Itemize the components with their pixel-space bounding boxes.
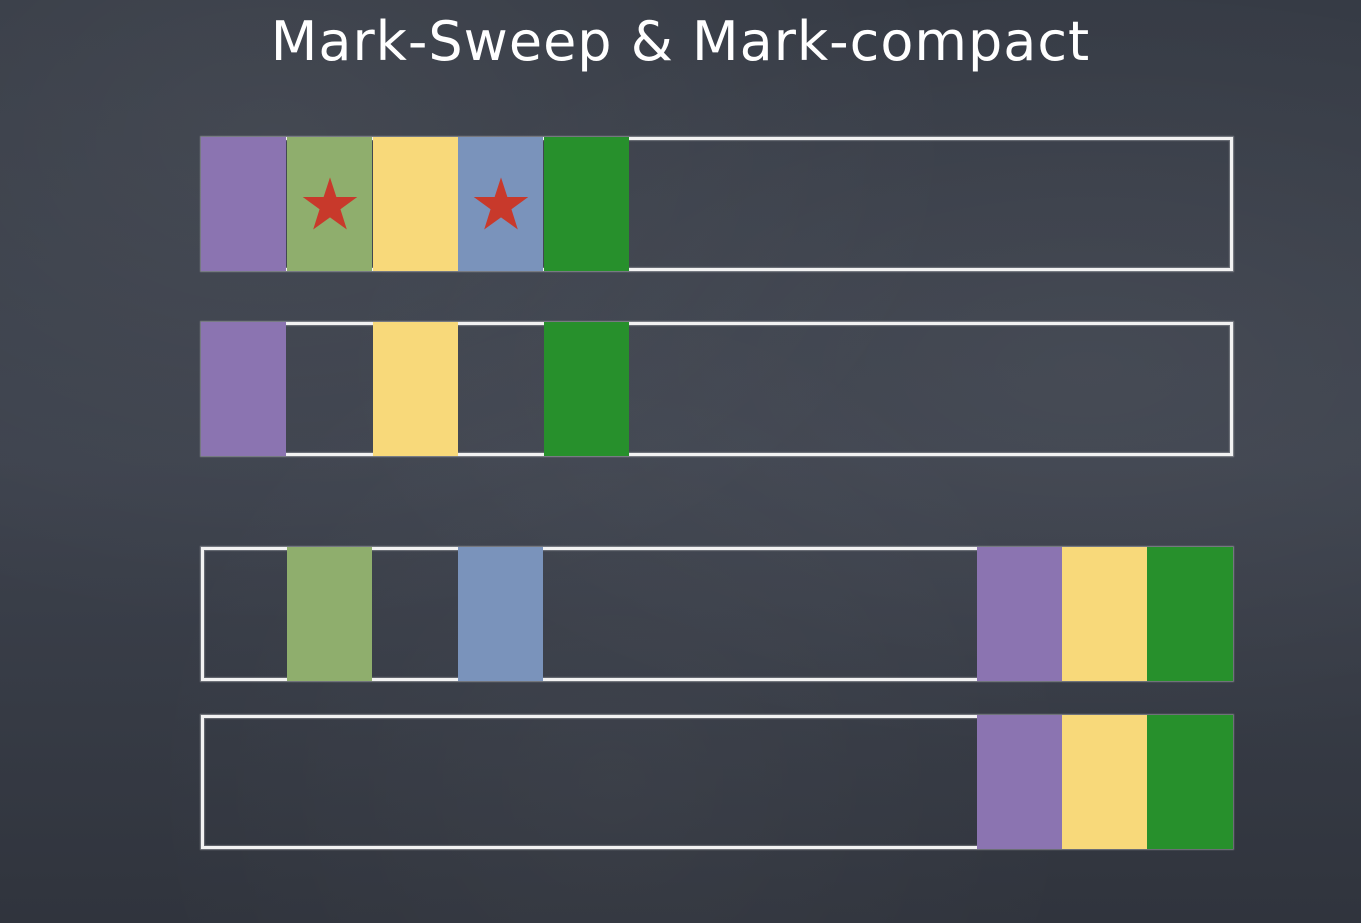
heap-block-purple (201, 137, 286, 271)
heap-block-yellow (373, 322, 458, 456)
heap-block-yellow (1062, 715, 1147, 849)
heap-block-green (1147, 547, 1233, 681)
heap-block-green (544, 137, 629, 271)
star-icon (302, 177, 357, 230)
heap-row-split (201, 547, 1233, 681)
heap-block-green (1147, 715, 1233, 849)
heap-block-light-blue-marked (458, 137, 543, 271)
slide-title: Mark-Sweep & Mark-compact (270, 10, 1091, 73)
heap-block-yellow (373, 137, 458, 271)
heap-block-light-green-marked (287, 137, 372, 271)
heap-row-marked (201, 137, 1233, 271)
star-icon (473, 177, 528, 230)
heap-block-light-blue (458, 547, 543, 681)
heap-block-yellow (1062, 547, 1147, 681)
heap-row-after-compact (201, 715, 1233, 849)
heap-block-purple (201, 322, 286, 456)
heap-block-light-green (287, 547, 372, 681)
heap-block-purple (977, 715, 1062, 849)
heap-row-after-sweep (201, 322, 1233, 456)
heap-block-green (544, 322, 629, 456)
heap-block-purple (977, 547, 1062, 681)
